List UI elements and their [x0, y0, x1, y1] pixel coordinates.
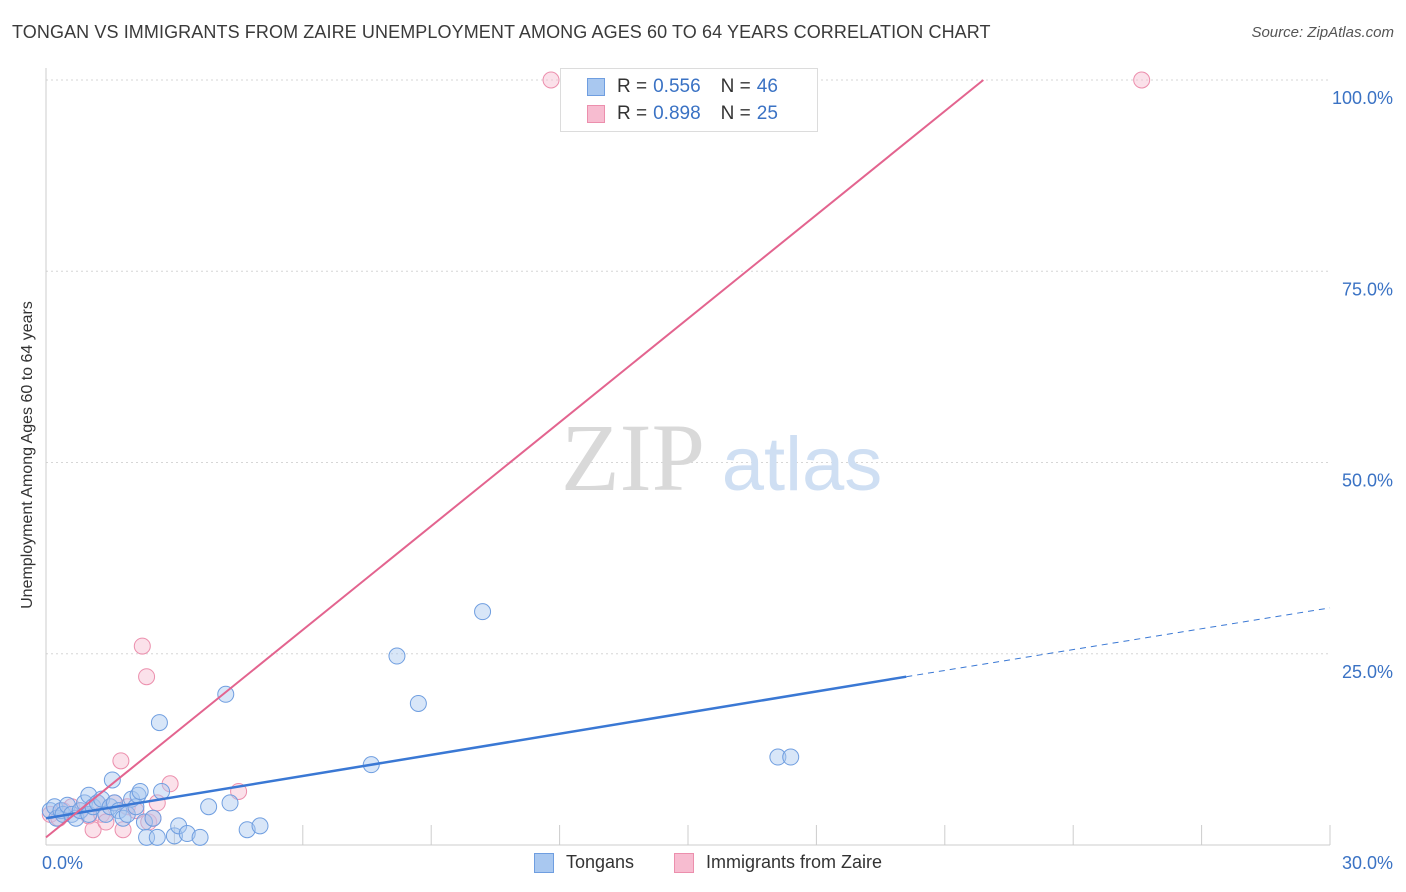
tongan-point [144, 809, 162, 827]
trend-lines [45, 79, 1331, 839]
zaire-legend-label: Immigrants from Zaire [706, 852, 883, 872]
zaire-trend-line [45, 79, 984, 839]
tongans-n-value: 46 [756, 76, 778, 97]
tongans-trend-extension [906, 607, 1331, 678]
tongan-point [165, 827, 183, 845]
tongan-point [191, 828, 209, 846]
zaire-point [1133, 71, 1151, 89]
zaire-point [138, 668, 156, 686]
legend-item-zaire[interactable]: Immigrants from Zaire [674, 852, 882, 873]
tongan-point [221, 794, 239, 812]
legend-row-zaire: R = 0.898 N = 25 [587, 102, 778, 126]
y-tick-label: 25.0% [1342, 662, 1393, 682]
zaire-r-value: 0.898 [653, 103, 701, 124]
tongan-point [217, 685, 235, 703]
tongan-point [150, 714, 168, 732]
zaire-legend-swatch [674, 852, 694, 873]
tongan-point [200, 798, 218, 816]
tongans-r-label: R = [617, 76, 648, 97]
legend-row-tongans: R = 0.556 N = 46 [587, 75, 778, 99]
tongans-legend-swatch [534, 852, 554, 873]
tongans-r-value: 0.556 [653, 76, 701, 97]
tongan-point [474, 603, 492, 621]
tick-labels: 25.0% 50.0% 75.0% 100.0% 0.0% 30.0% [42, 88, 1393, 873]
tongan-point [178, 825, 196, 843]
tongan-point [388, 647, 406, 665]
y-tick-label: 75.0% [1342, 279, 1393, 299]
tongan-point [251, 817, 269, 835]
legend-item-tongans[interactable]: Tongans [534, 852, 634, 873]
tongan-point [97, 805, 115, 823]
tongan-point [409, 694, 427, 712]
zaire-point [133, 637, 151, 655]
zaire-point [542, 71, 560, 89]
tongans-swatch [587, 78, 605, 96]
tongan-point [148, 828, 166, 846]
y-tick-label: 50.0% [1342, 471, 1393, 491]
zaire-n-label: N = [720, 103, 751, 124]
zaire-swatch [587, 105, 605, 123]
watermark-atlas: atlas [722, 422, 883, 507]
series-legend: Tongans Immigrants from Zaire [0, 852, 1406, 876]
x-tick-label: 0.0% [42, 853, 83, 873]
tongan-point [103, 771, 121, 789]
watermark-zip: ZIP [561, 404, 705, 511]
tongan-point [58, 796, 76, 814]
zaire-n-value: 25 [756, 103, 778, 124]
chart-title: TONGAN VS IMMIGRANTS FROM ZAIRE UNEMPLOY… [12, 22, 991, 42]
tongan-point [769, 748, 787, 766]
zaire-point [112, 752, 130, 770]
tongan-point [238, 821, 256, 839]
tongans-legend-label: Tongans [566, 852, 635, 872]
correlation-legend: R = 0.556 N = 46 R = 0.898 N = 25 [560, 68, 818, 132]
source-label: Source: ZipAtlas.com [1251, 24, 1394, 41]
y-tick-label: 100.0% [1332, 88, 1393, 108]
tongans-n-label: N = [720, 76, 751, 97]
tongan-point [131, 782, 149, 800]
tongan-point [782, 748, 800, 766]
axes [45, 68, 1331, 846]
grid-lines [46, 79, 1330, 655]
zaire-r-label: R = [617, 103, 648, 124]
tongans-trend-line [45, 675, 907, 820]
x-tick-label: 30.0% [1342, 853, 1393, 873]
